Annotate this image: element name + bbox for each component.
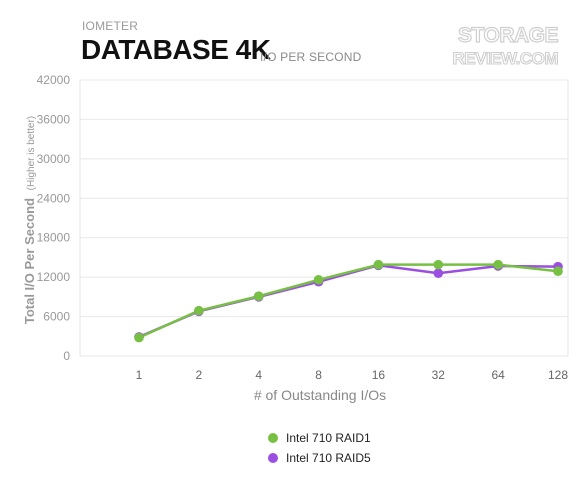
x-tick-label: 2 <box>196 368 203 382</box>
x-tick-label: 4 <box>255 368 262 382</box>
x-axis-ticks: 1 2 4 8 16 32 64 128 <box>136 368 569 382</box>
x-tick-label: 8 <box>315 368 322 382</box>
data-point-raid1 <box>313 274 324 285</box>
legend-label-raid5: Intel 710 RAID5 <box>286 451 371 465</box>
logo-line2: REVIEW.COM <box>452 49 558 68</box>
y-axis-label: Total I/O Per Second <box>22 198 37 324</box>
data-point-raid1 <box>134 332 144 343</box>
y-axis-note: (Higher is better) <box>26 116 37 190</box>
grid <box>79 79 569 357</box>
series-line-raid5 <box>138 264 559 339</box>
line-chart: 0 6000 12000 18000 24000 30000 36000 42000 1 2 4 8… <box>22 73 569 403</box>
x-tick-label: 32 <box>432 368 446 382</box>
data-point-raid5 <box>433 268 444 279</box>
legend-dot-raid5 <box>268 453 278 463</box>
data-point-raid1 <box>553 266 563 277</box>
legend-label-raid1: Intel 710 RAID1 <box>286 431 371 445</box>
legend-item-raid5: Intel 710 RAID5 <box>268 448 371 468</box>
legend: Intel 710 RAID1 Intel 710 RAID5 <box>268 428 371 468</box>
data-point-raid1 <box>373 259 384 270</box>
x-tick-label: 64 <box>491 368 505 382</box>
y-axis-ticks: 0 6000 12000 18000 24000 30000 36000 42000 <box>37 73 71 363</box>
y-tick-label: 36000 <box>37 112 71 126</box>
series-line-raid1 <box>138 263 559 339</box>
y-tick-label: 12000 <box>37 270 71 284</box>
x-tick-label: 1 <box>136 368 143 382</box>
data-point-raid1 <box>194 305 204 316</box>
chart-title: DATABASE 4K <box>81 34 271 65</box>
data-point-raid1 <box>433 259 444 270</box>
x-axis-label: # of Outstanding I/Os <box>254 387 386 403</box>
y-tick-label: 0 <box>63 349 70 363</box>
y-tick-label: 18000 <box>37 231 71 245</box>
chart-category: IOMETER <box>82 19 139 33</box>
storagereview-logo: STORAGE REVIEW.COM <box>452 23 560 68</box>
data-point-raid1 <box>253 291 264 302</box>
legend-item-raid1: Intel 710 RAID1 <box>268 428 371 448</box>
logo-line1: STORAGE <box>458 24 558 47</box>
chart-unit: I/O PER SECOND <box>260 50 362 64</box>
plot-frame <box>79 79 569 357</box>
svg-text:Total I/O Per Second (Hi: Total I/O Per Second (Higher is better) <box>22 116 37 324</box>
legend-dot-raid1 <box>268 433 278 443</box>
data-point-raid1 <box>493 259 503 270</box>
x-tick-label: 16 <box>372 368 386 382</box>
y-tick-label: 42000 <box>37 73 71 87</box>
series-layer <box>134 259 563 343</box>
x-tick-label: 128 <box>548 368 568 382</box>
y-tick-label: 30000 <box>37 152 71 166</box>
y-tick-label: 24000 <box>37 191 71 205</box>
y-tick-label: 6000 <box>43 310 70 324</box>
